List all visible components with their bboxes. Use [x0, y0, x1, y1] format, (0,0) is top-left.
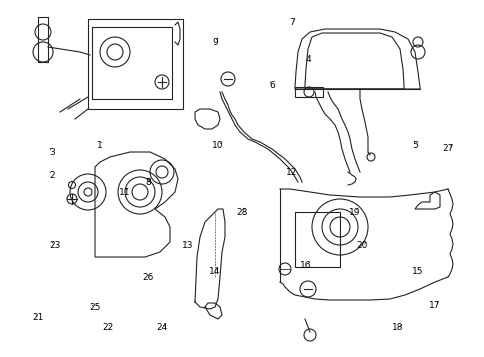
- Text: 22: 22: [102, 323, 113, 332]
- Text: 4: 4: [304, 55, 310, 64]
- Text: 27: 27: [441, 144, 453, 152]
- Text: 19: 19: [348, 207, 360, 216]
- Text: 24: 24: [156, 323, 167, 332]
- Text: 7: 7: [288, 17, 294, 26]
- Text: 25: 25: [89, 303, 101, 312]
- Bar: [92, 27, 172, 99]
- Text: 11: 11: [119, 187, 131, 196]
- Text: 8: 8: [145, 177, 151, 186]
- Text: 5: 5: [411, 141, 417, 150]
- Text: 16: 16: [300, 261, 311, 270]
- Text: 20: 20: [356, 241, 367, 250]
- Text: 15: 15: [411, 267, 423, 277]
- Text: 3: 3: [49, 147, 55, 156]
- Text: 9: 9: [212, 37, 217, 46]
- Bar: [294, 87, 322, 97]
- Text: 1: 1: [97, 141, 103, 150]
- Text: 6: 6: [269, 80, 274, 90]
- Text: 28: 28: [236, 207, 247, 216]
- Text: 17: 17: [428, 301, 440, 310]
- Text: 21: 21: [32, 313, 44, 322]
- Text: 23: 23: [49, 241, 60, 250]
- Text: 2: 2: [49, 171, 55, 180]
- Text: 14: 14: [209, 267, 220, 277]
- Bar: [294, 212, 339, 267]
- Text: 26: 26: [142, 273, 153, 282]
- Text: 13: 13: [182, 241, 193, 250]
- Text: 18: 18: [392, 323, 403, 332]
- Bar: [88, 19, 182, 109]
- Text: 10: 10: [212, 141, 223, 150]
- Text: 12: 12: [286, 167, 297, 176]
